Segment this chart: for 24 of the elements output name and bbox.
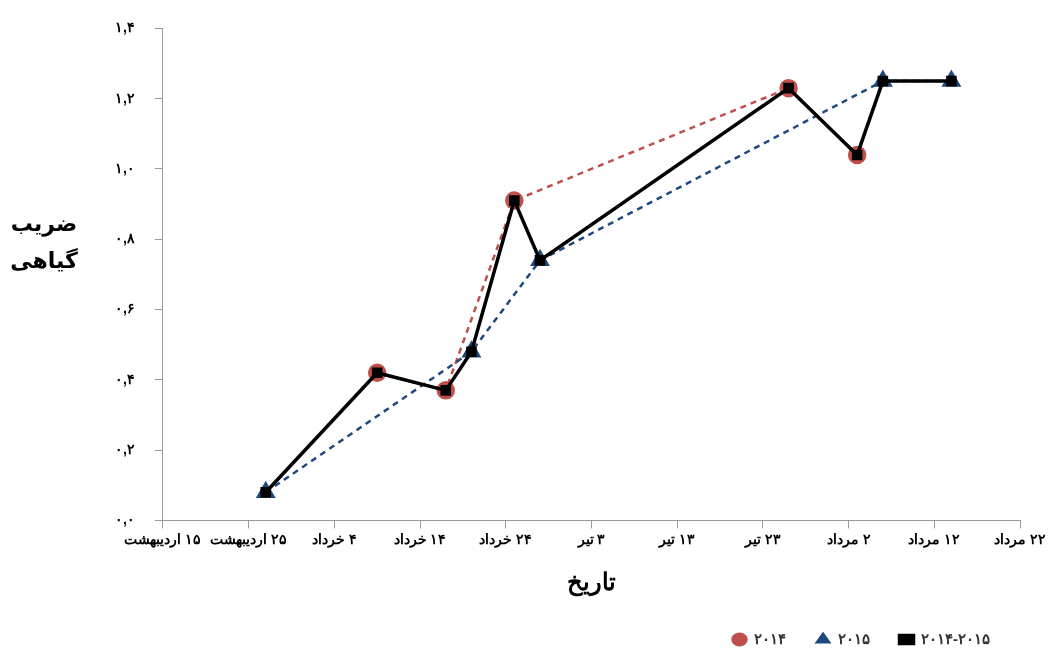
x-tick-label: ۲۵ اردیبهشت (210, 530, 288, 548)
y-tick-label: ۰,۰ (115, 511, 135, 528)
y-tick-label: ۱,۰ (115, 159, 135, 176)
x-tick-label: ۱۳ تیر (658, 530, 696, 548)
x-tick-label: ۲ مرداد (826, 530, 871, 548)
x-tick-label: ۳ تیر (576, 530, 606, 548)
legend-label: ۲۰۱۴-۲۰۱۵ (921, 629, 990, 647)
y-tick-label: ۰,۸ (115, 230, 135, 247)
x-tick-label: ۱۲ مرداد (908, 530, 961, 548)
y-tick-label: ۰,۶ (115, 300, 135, 317)
x-axis-title: تاریخ (566, 568, 616, 598)
x-tick-label: ۴ خرداد (311, 530, 357, 548)
x-tick-label: ۱۴ خرداد (393, 530, 447, 548)
x-tick-label: ۲۳ تیر (743, 530, 781, 548)
y-tick-label: ۰,۴ (115, 370, 135, 387)
x-tick-label: ۱۵ اردیبهشت (124, 530, 202, 548)
legend-label: ۲۰۱۵ (837, 629, 870, 647)
legend-label: ۲۰۱۴ (754, 629, 786, 647)
x-tick-label: ۲۴ خرداد (479, 530, 533, 548)
x-tick-label: ۲۲ مرداد (994, 530, 1046, 548)
y-tick-label: ۰,۲ (115, 440, 135, 457)
y-axis-title: ضریب گیاهی (9, 210, 79, 276)
y-tick-label: ۱,۴ (115, 19, 135, 36)
y-tick-label: ۱,۲ (115, 89, 135, 106)
